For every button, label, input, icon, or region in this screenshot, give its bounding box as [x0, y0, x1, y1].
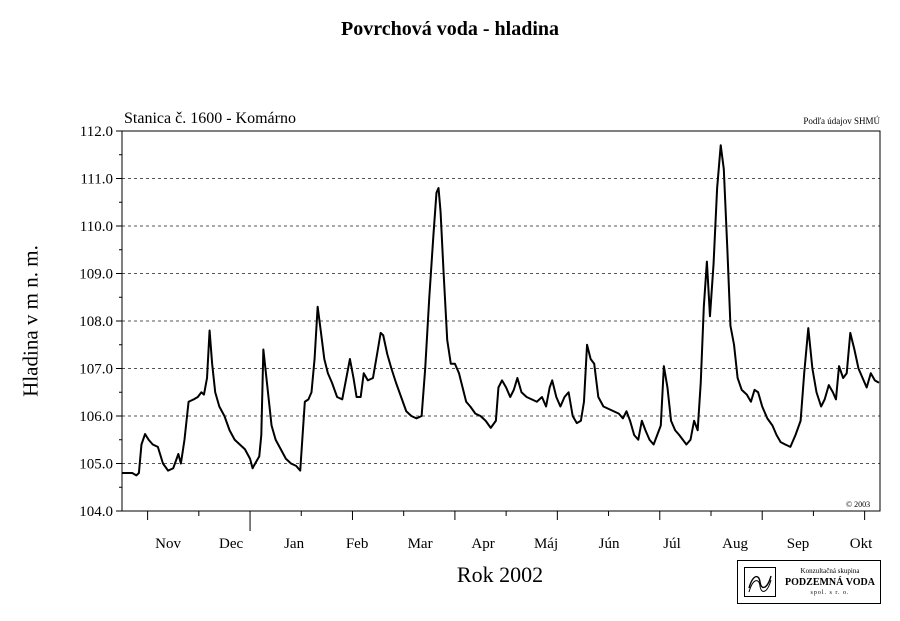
y-tick-label: 106.0 — [79, 409, 113, 425]
x-tick-label: Nov — [155, 536, 181, 552]
x-tick-label: Sep — [787, 536, 810, 552]
logo-line1: Konzultačná skupina — [800, 566, 860, 575]
y-tick-label: 108.0 — [79, 314, 113, 330]
y-tick-label: 111.0 — [80, 172, 113, 188]
y-tick-label: 112.0 — [80, 124, 113, 140]
logo-emblem-icon — [744, 567, 776, 597]
x-tick-label: Jan — [284, 536, 304, 552]
x-axis-label: Rok 2002 — [456, 562, 544, 587]
chart-title: Povrchová voda - hladina — [341, 18, 559, 40]
x-tick-label: Aug — [722, 536, 748, 552]
plot-frame — [121, 130, 881, 512]
x-tick-label: Máj — [534, 536, 558, 552]
y-tick-label: 110.0 — [80, 219, 113, 235]
x-tick-label: Apr — [471, 536, 494, 552]
x-tick-label: Mar — [408, 536, 433, 552]
logo-line2: PODZEMNÁ VODA — [785, 576, 875, 588]
company-logo: Konzultačná skupina PODZEMNÁ VODA spol. … — [737, 560, 881, 604]
y-tick-label: 109.0 — [79, 267, 113, 283]
logo-text: Konzultačná skupina PODZEMNÁ VODA spol. … — [780, 566, 880, 599]
y-tick-label: 107.0 — [79, 362, 113, 378]
x-tick-label: Júl — [663, 536, 681, 552]
station-label: Stanica č. 1600 - Komárno — [124, 110, 296, 127]
y-tick-label: 104.0 — [79, 504, 113, 520]
y-tick-label: 105.0 — [79, 457, 113, 473]
x-tick-label: Okt — [850, 536, 873, 552]
logo-line3: spol. s r. o. — [810, 589, 850, 596]
copyright-note: © 2003 — [846, 500, 871, 509]
x-tick-label: Dec — [219, 536, 243, 552]
x-tick-label: Feb — [346, 536, 369, 552]
series-line — [122, 144, 880, 477]
x-tick-label: Jún — [599, 536, 620, 552]
source-note: Podľa údajov SHMÚ — [803, 116, 880, 126]
